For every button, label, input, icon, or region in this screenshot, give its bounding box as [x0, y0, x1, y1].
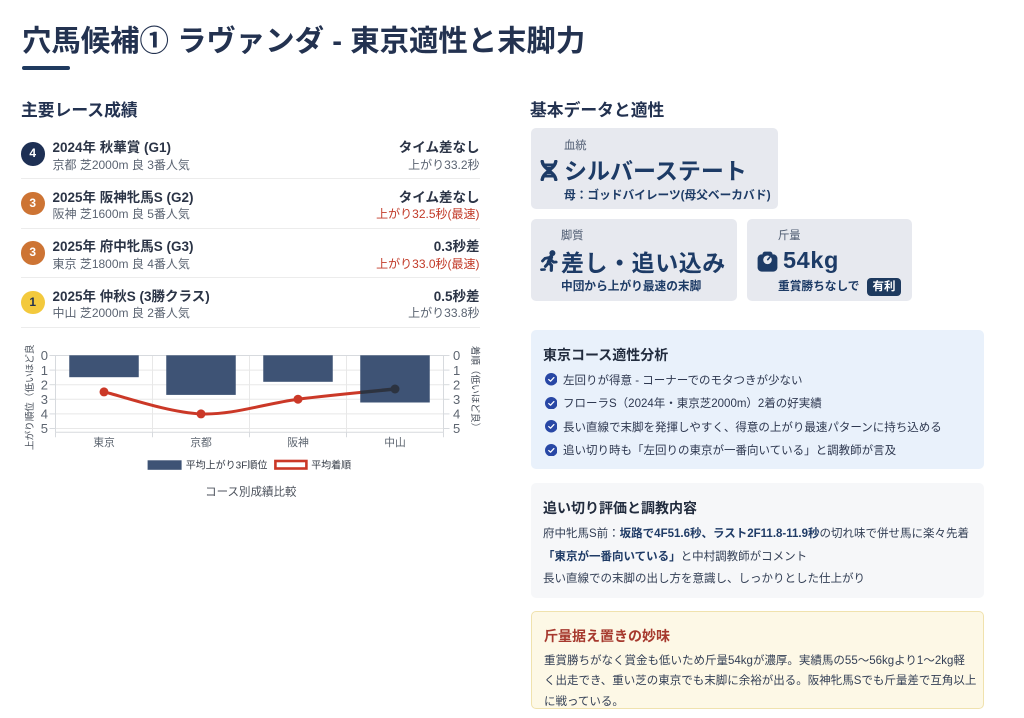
svg-text:2: 2: [41, 377, 48, 392]
svg-text:2: 2: [453, 377, 460, 392]
svg-text:平均着順: 平均着順: [311, 459, 351, 472]
svg-text:5: 5: [453, 421, 460, 436]
svg-text:阪神: 阪神: [287, 435, 309, 449]
svg-text:0: 0: [453, 348, 460, 363]
svg-text:4: 4: [41, 407, 48, 422]
svg-text:5: 5: [41, 421, 48, 436]
svg-text:3: 3: [41, 392, 48, 407]
svg-text:1: 1: [453, 363, 460, 378]
svg-text:中山: 中山: [384, 436, 406, 449]
svg-text:コース別成績比較: コース別成績比較: [205, 485, 297, 499]
svg-text:0: 0: [41, 348, 48, 363]
svg-text:3: 3: [453, 392, 460, 407]
svg-text:京都: 京都: [190, 436, 212, 449]
svg-text:着順（低いほど良）: 着順（低いほど良）: [469, 346, 481, 432]
svg-text:4: 4: [453, 407, 460, 422]
svg-text:東京: 東京: [93, 436, 115, 449]
svg-text:1: 1: [41, 363, 48, 378]
svg-text:平均上がり3F順位: 平均上がり3F順位: [186, 459, 268, 472]
svg-text:上がり順位（低いほど良）: 上がり順位（低いほど良）: [24, 335, 36, 450]
